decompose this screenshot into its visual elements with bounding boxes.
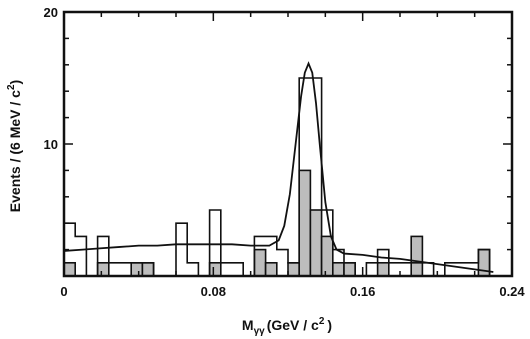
y-axis-label-sup: 2 (6, 84, 17, 90)
shaded-bar (376, 261, 390, 277)
y-axis-label-close: ) (7, 80, 23, 85)
shaded-bar (287, 261, 300, 277)
x-tick-label: 0 (60, 284, 67, 299)
fit-curve (63, 61, 494, 273)
x-tick-label: 0.24 (499, 284, 525, 299)
x-tick-label: 0.08 (201, 284, 226, 299)
shaded-bar (309, 209, 323, 277)
x-axis-label-sup: 2 (319, 316, 325, 327)
shaded-bar (130, 261, 144, 277)
x-axis-label-text: M (242, 317, 254, 333)
shaded-histogram (63, 169, 491, 277)
x-axis-label: Mγγ (GeV / c2) (242, 316, 332, 337)
y-axis-label: Events / (6 MeV / c2) (6, 80, 23, 212)
plot-frame (62, 10, 514, 278)
shaded-bar (298, 169, 312, 277)
shaded-bar (208, 261, 222, 277)
y-axis-label-text: Events / (6 MeV / c (7, 90, 23, 212)
x-axis-label-unit: (GeV / c (267, 317, 319, 333)
x-axis-label-sub: γγ (254, 326, 266, 337)
shaded-bar (410, 235, 424, 277)
shaded-bar (63, 261, 76, 277)
y-tick-label: 10 (44, 137, 58, 152)
shaded-bar (96, 261, 110, 277)
shaded-bar (141, 261, 155, 277)
shaded-bar (331, 261, 345, 277)
shaded-bar (320, 235, 334, 277)
y-tick-label: 20 (44, 5, 58, 20)
x-tick-label: 0.16 (350, 284, 375, 299)
shaded-bar (264, 261, 278, 277)
axis-ticks (63, 11, 513, 277)
fit-curve-line (63, 61, 494, 273)
shaded-bar (343, 261, 356, 277)
x-axis-label-close: ) (327, 317, 332, 333)
shaded-bar (253, 248, 267, 277)
